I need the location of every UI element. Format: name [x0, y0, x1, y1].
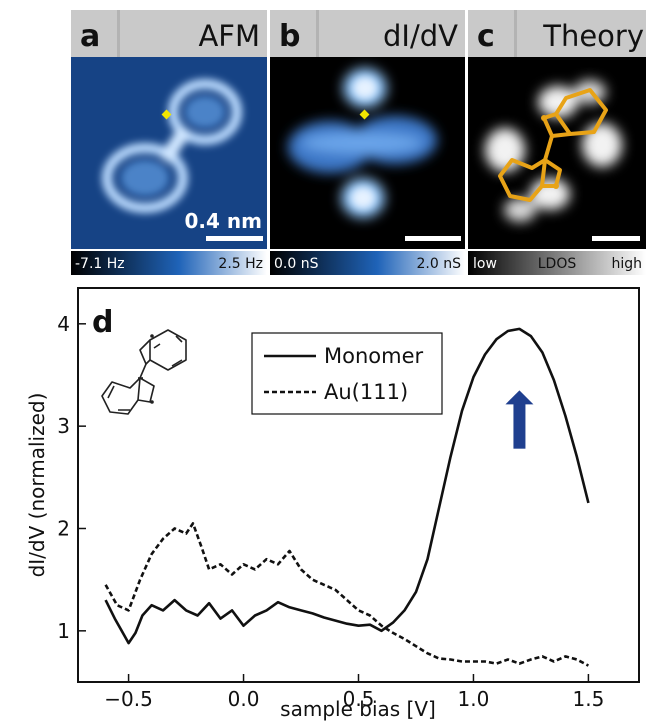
theory-colorbar-mid-label: LDOS: [538, 256, 577, 272]
afm-image: 0.4 nm: [71, 57, 267, 249]
panel-b-name: dI/dV: [383, 19, 458, 53]
molecule-radical-dot-icon: [150, 334, 154, 338]
legend-label-monomer: Monomer: [324, 344, 424, 368]
panel-b: b dI/dV 0.0 nS 2.0 nS: [270, 10, 465, 275]
afm-colorbar: [71, 251, 267, 275]
molecule-sketch-icon: [101, 329, 187, 415]
didv-colorbar-max-label: 2.0 nS: [417, 256, 462, 272]
afm-colorbar-min-label: -7.1 Hz: [75, 256, 125, 272]
x-tick-label: −0.5: [104, 687, 153, 711]
arrow-head: [505, 390, 534, 405]
panel-c-letter: c: [477, 19, 495, 54]
panel-c-title-bar: [468, 10, 646, 57]
panel-c-title-separator: [514, 10, 517, 57]
y-ticks: 1 2 3 4: [57, 312, 86, 643]
panel-b-title-separator: [316, 10, 319, 57]
y-tick-label: 2: [57, 516, 70, 540]
x-axis-label: sample bias [V]: [280, 697, 436, 721]
molecule-radical-dot-icon: [150, 400, 154, 404]
theory-colorbar: [468, 251, 646, 275]
panel-a: a AFM 0.4 nm -7.1 Hz 2.5 Hz: [71, 10, 267, 275]
series-line-monomer: [104, 327, 590, 645]
x-tick-label: 0.5: [343, 687, 375, 711]
panel-a-letter: a: [80, 19, 100, 54]
x-tick-label: 1.5: [573, 687, 605, 711]
legend: Monomer Au(111): [251, 332, 443, 415]
theory-colorbar-high-label: high: [611, 256, 642, 272]
afm-scale-bar: [206, 236, 263, 241]
panel-c: c Theory low L: [468, 10, 646, 275]
didv-scale-bar: [405, 236, 461, 241]
y-axis-label: dI/dV (normalized): [25, 393, 49, 578]
didv-colorbar-min-label: 0.0 nS: [274, 256, 319, 272]
x-ticks: −0.5 0.0 0.5 1.0 1.5: [104, 674, 604, 711]
theory-image: [468, 57, 646, 249]
afm-scale-bar-label: 0.4 nm: [185, 209, 262, 233]
y-tick-label: 4: [57, 312, 70, 336]
didv-map-image: [270, 57, 465, 249]
afm-colorbar-max-label: 2.5 Hz: [218, 256, 263, 272]
panel-b-title-bar: [270, 10, 465, 57]
panel-a-title-bar: [71, 10, 267, 57]
panel-a-title-separator: [117, 10, 120, 57]
theory-scale-bar: [592, 236, 640, 241]
x-tick-label: 1.0: [458, 687, 490, 711]
y-tick-label: 1: [57, 619, 70, 643]
panel-b-letter: b: [279, 19, 300, 54]
panel-a-name: AFM: [198, 19, 260, 53]
series-layer: [104, 327, 590, 667]
panel-c-name: Theory: [542, 19, 644, 53]
legend-box: [251, 332, 443, 415]
legend-label-au111: Au(111): [324, 380, 408, 404]
didv-colorbar: [270, 251, 465, 275]
theory-molecule-overlay: [498, 88, 608, 202]
x-tick-label: 0.0: [228, 687, 260, 711]
y-tick-label: 3: [57, 414, 70, 438]
panel-d-letter: d: [92, 305, 113, 340]
afm-tip-marker-icon: [161, 109, 172, 120]
peak-arrow-icon: [505, 390, 534, 449]
arrow-shaft: [513, 402, 526, 449]
theory-colorbar-low-label: low: [473, 256, 497, 272]
series-line-au111: [104, 522, 590, 667]
